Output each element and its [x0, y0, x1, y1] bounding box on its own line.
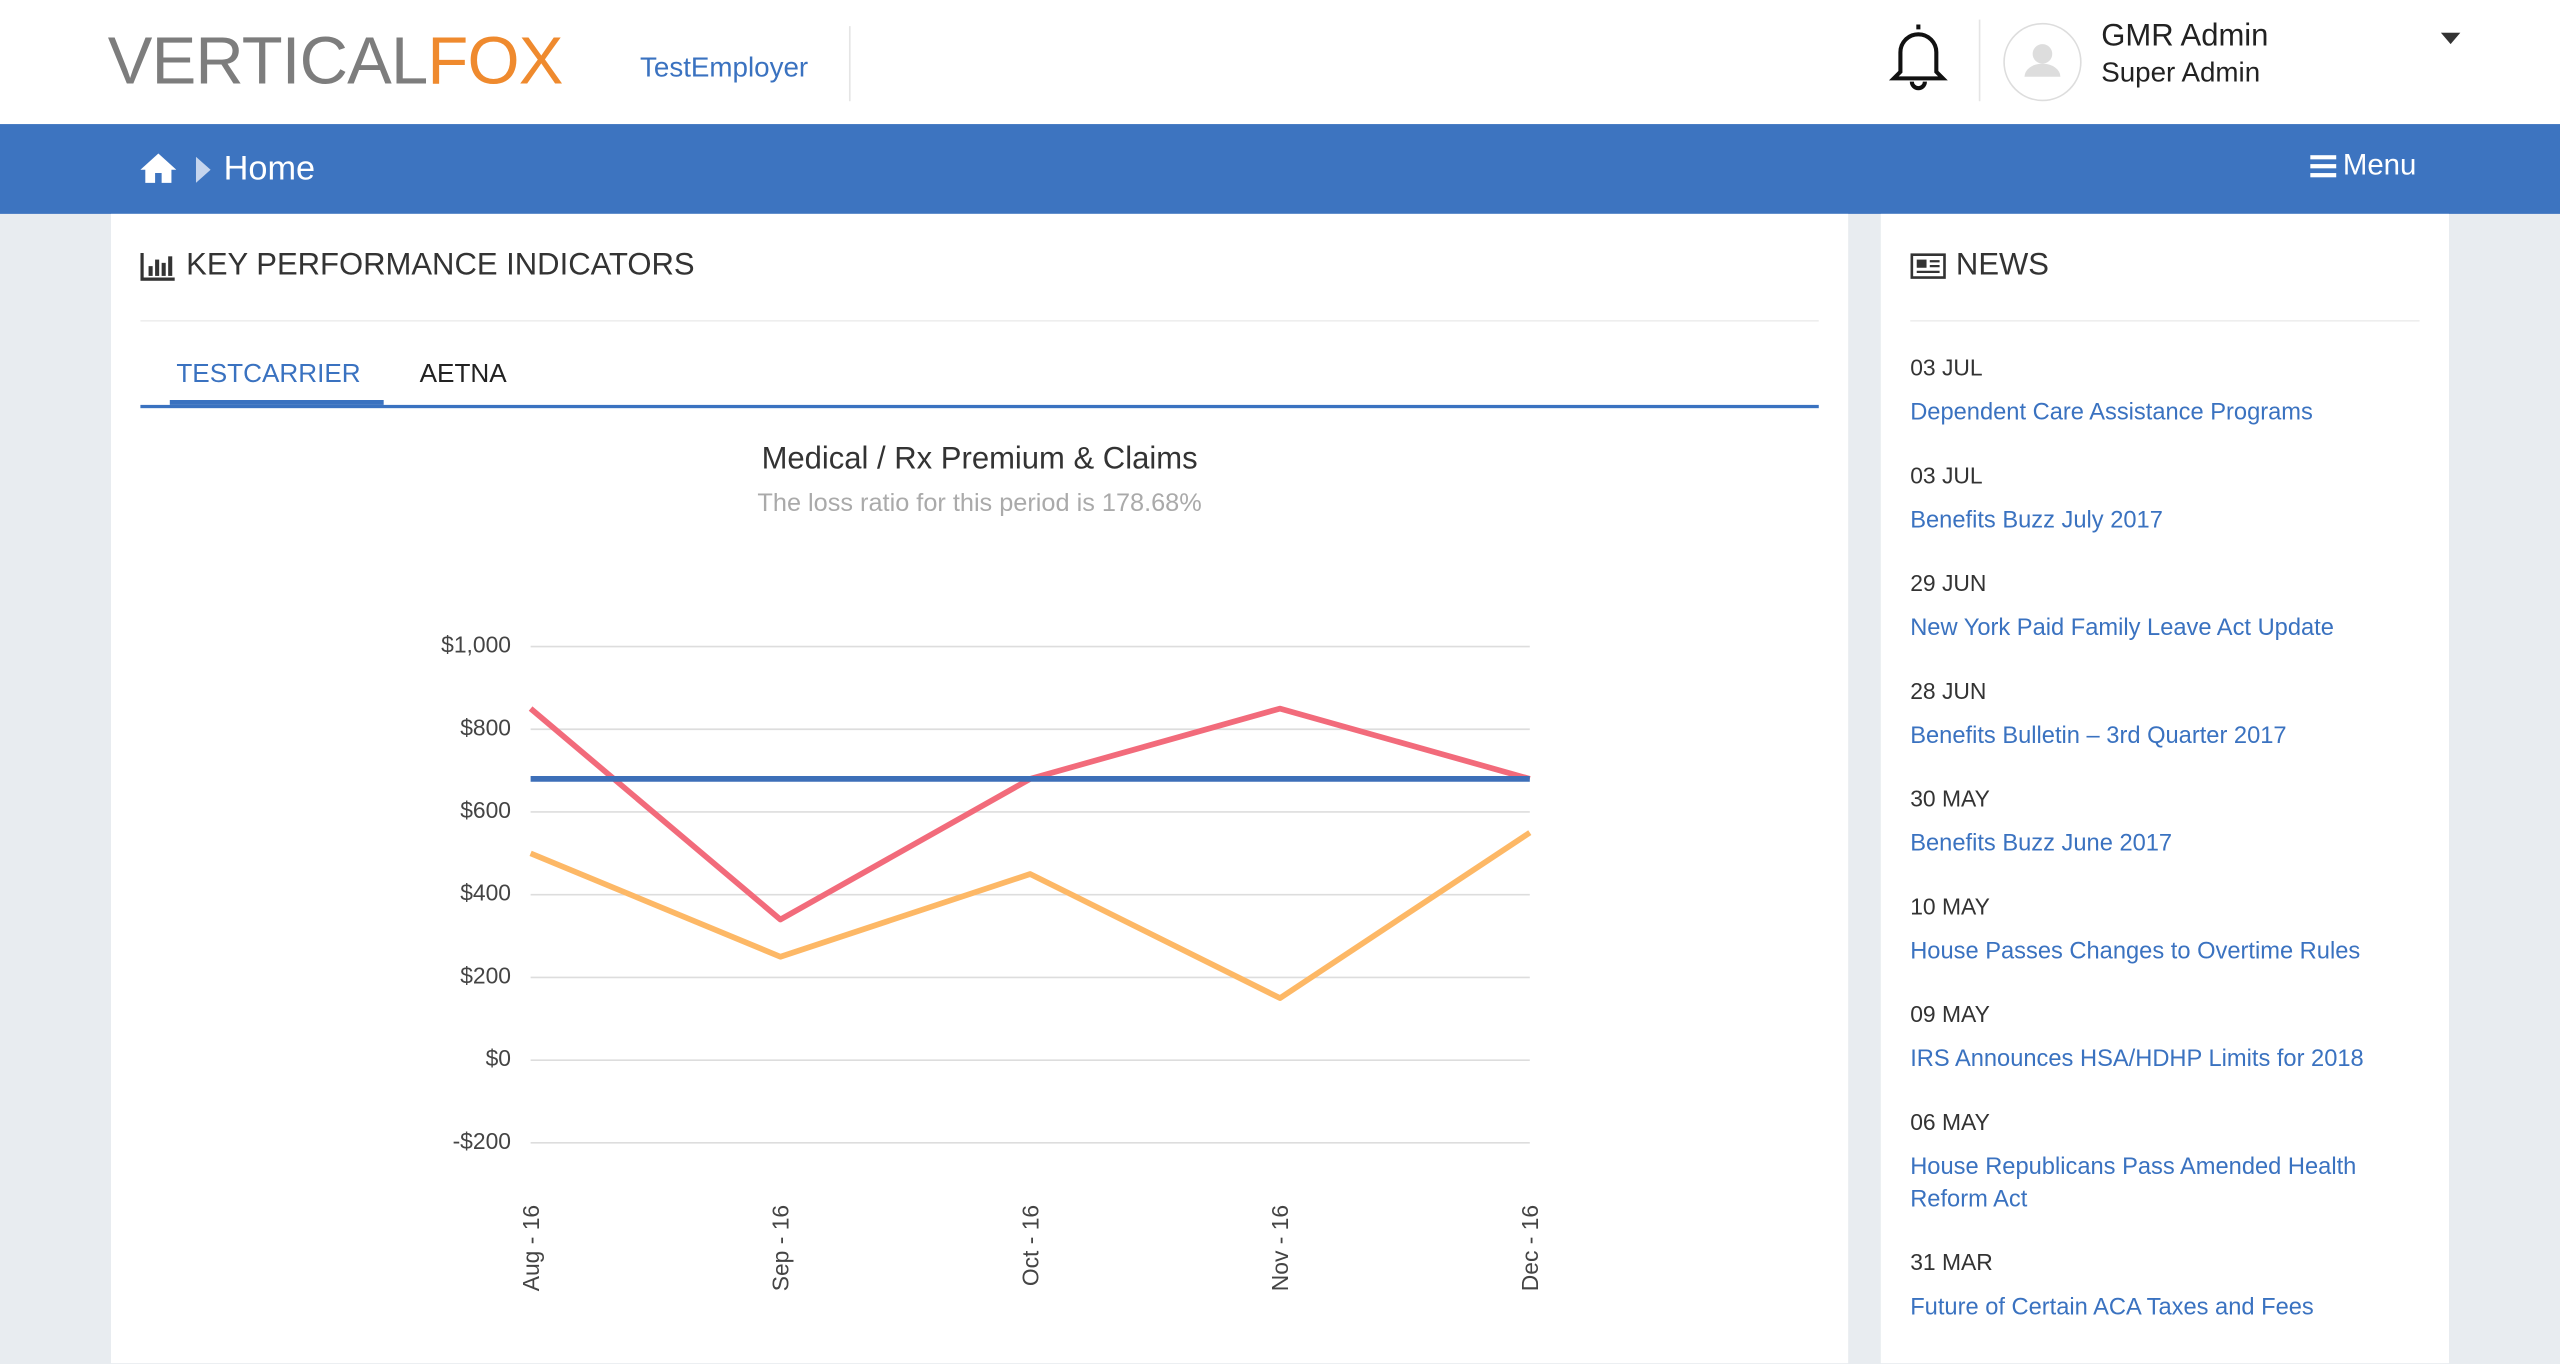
chart-title: Medical / Rx Premium & Claims	[762, 441, 1198, 476]
series-line	[528, 705, 1531, 923]
tab-line	[140, 404, 1819, 408]
tab-indicator	[169, 399, 384, 405]
news-link[interactable]: New York Paid Family Leave Act Update	[1910, 615, 2334, 642]
y-tick-label: $0	[486, 1045, 511, 1071]
divider	[1978, 19, 1981, 102]
news-date: 28 JUN	[1910, 677, 1987, 704]
dropdown-caret[interactable]	[2440, 32, 2461, 46]
logo-text: VERTICAL	[107, 22, 428, 98]
news-date: 06 MAY	[1910, 1108, 1990, 1135]
menu-icon[interactable]	[2310, 155, 2337, 178]
divider	[848, 26, 851, 102]
news-date: 09 MAY	[1910, 1000, 1990, 1027]
bell-icon[interactable]	[1886, 20, 1951, 92]
news-link[interactable]: House Republicans Pass Amended Health Re…	[1910, 1154, 2357, 1214]
news-link[interactable]: House Passes Changes to Overtime Rules	[1910, 938, 2361, 965]
news-card	[1880, 213, 2449, 1364]
tab[interactable]: TESTCARRIER	[176, 360, 361, 389]
kpi-title: KEY PERFORMANCE INDICATORS	[186, 248, 695, 283]
home-icon[interactable]	[140, 152, 177, 185]
news-icon	[1910, 253, 1946, 279]
user-name[interactable]: GMR Admin	[2101, 19, 2269, 54]
x-tick-label: Sep - 16	[768, 1205, 794, 1291]
y-tick-label: $200	[460, 962, 511, 988]
tab[interactable]: AETNA	[419, 360, 507, 389]
y-tick-label: $400	[460, 880, 511, 906]
avatar[interactable]	[2002, 21, 2084, 103]
y-tick-label: -$200	[453, 1128, 511, 1154]
y-tick-label: $800	[460, 714, 511, 740]
separator	[1910, 320, 2420, 322]
news-list: 03 JUL Dependent Care Assistance Programs…	[1910, 353, 2393, 1355]
news-link[interactable]: Benefits Buzz June 2017	[1910, 831, 2173, 858]
x-tick-label: Oct - 16	[1017, 1205, 1043, 1286]
x-tick-label: Dec - 16	[1517, 1205, 1543, 1291]
employer[interactable]: TestEmployer	[640, 52, 809, 84]
news-link[interactable]: Future of Certain ACA Taxes and Fees	[1910, 1294, 2314, 1321]
chart-subtitle: The loss ratio for this period is 178.68…	[757, 489, 1201, 517]
news-link[interactable]: Dependent Care Assistance Programs	[1910, 399, 2313, 427]
series-line	[529, 830, 1532, 1001]
y-tick-label: $1,000	[441, 632, 511, 658]
news-date: 29 JUN	[1910, 569, 1987, 596]
breadcrumb-arrow	[195, 156, 211, 183]
news-date: 03 JUL	[1910, 462, 1983, 489]
menu-button[interactable]: Menu	[2342, 148, 2417, 182]
news-date: 30 MAY	[1910, 785, 1990, 812]
news-link[interactable]: Benefits Bulletin – 3rd Quarter 2017	[1910, 723, 2287, 750]
news-link[interactable]: Benefits Buzz July 2017	[1910, 507, 2163, 534]
y-tick-label: $600	[460, 797, 511, 823]
header: VERTICALFOX TestEmployer GMR Admin Super…	[0, 0, 2560, 125]
news-date: 31 MAR	[1910, 1248, 1993, 1276]
news-date: 03 JUL	[1910, 354, 1983, 381]
chart-icon	[140, 253, 175, 281]
breadcrumb[interactable]: Home	[223, 150, 316, 188]
news-title: NEWS	[1955, 248, 2049, 283]
logo-text: FOX	[427, 22, 563, 98]
x-tick-label: Aug - 16	[518, 1205, 544, 1291]
user-role: Super Admin	[2101, 57, 2261, 89]
x-tick-label: Nov - 16	[1267, 1205, 1293, 1291]
logo[interactable]: VERTICALFOX	[107, 22, 564, 100]
news-link[interactable]: IRS Announces HSA/HDHP Limits for 2018	[1910, 1046, 2364, 1073]
nav-bar: Home Menu	[0, 124, 2560, 214]
news-date: 10 MAY	[1910, 893, 1990, 920]
separator	[140, 320, 1819, 322]
